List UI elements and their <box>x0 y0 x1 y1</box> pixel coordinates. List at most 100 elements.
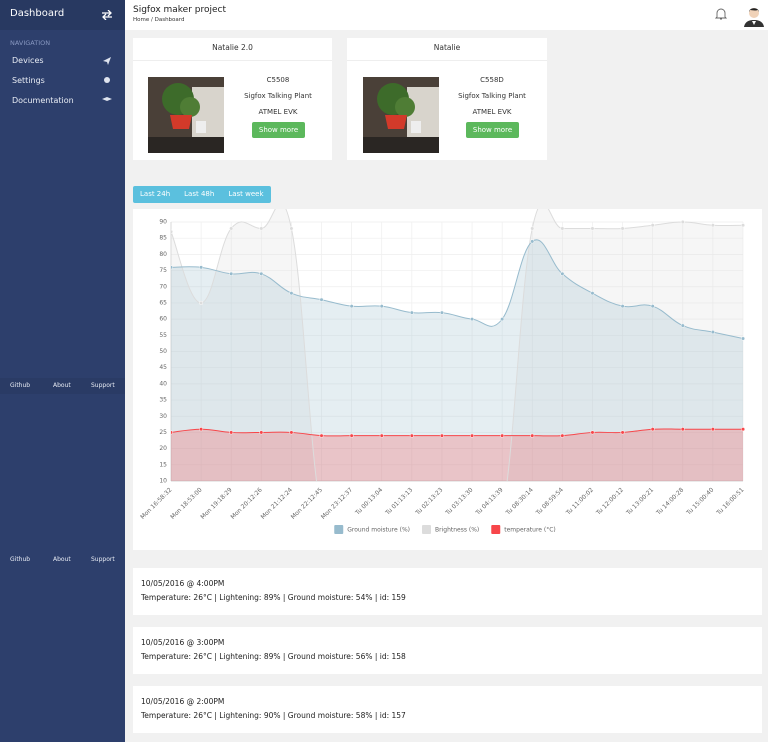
brand[interactable]: Dashboard <box>10 8 65 19</box>
y-tick-label: 90 <box>159 219 167 226</box>
x-tick-label: Tu 13:00:21 <box>624 486 655 517</box>
footer-link[interactable]: Github <box>10 382 31 389</box>
data-point <box>349 304 354 309</box>
data-point <box>171 430 174 435</box>
nav-heading: NAVIGATION <box>10 39 51 47</box>
footer-link[interactable]: Support <box>91 382 115 389</box>
breadcrumb[interactable]: Home / Dashboard <box>133 17 185 23</box>
log-date: 10/05/2016 @ 4:00PM <box>141 579 225 588</box>
x-tick-label: Tu 03:13:30 <box>444 486 475 517</box>
data-point <box>470 512 474 516</box>
data-point <box>620 226 625 231</box>
data-point <box>500 433 505 438</box>
legend-swatch <box>491 525 501 534</box>
data-point <box>350 512 354 516</box>
nav-item[interactable]: Documentation <box>12 96 74 105</box>
data-point <box>440 512 444 516</box>
x-tick-label: Mon 23:12:37 <box>320 486 354 520</box>
legend-label: Ground moisture (%) <box>347 527 410 534</box>
x-tick-label: Tu 15:00:40 <box>685 486 716 517</box>
data-point <box>171 265 174 270</box>
footer-link[interactable]: Github <box>10 556 31 563</box>
data-point <box>500 317 505 322</box>
x-tick-label: Tu 00:13:04 <box>354 486 385 517</box>
series-area <box>171 209 743 481</box>
data-point <box>470 317 475 322</box>
data-point <box>379 433 384 438</box>
bell-icon[interactable] <box>715 7 727 20</box>
nav-item[interactable]: Settings <box>12 76 45 85</box>
device-card: Natalie 2.0 C5508 Sigfox Talking Plant A… <box>133 38 332 160</box>
y-tick-label: 55 <box>159 332 167 339</box>
data-point <box>740 223 746 228</box>
device-id: C5508 <box>266 76 290 84</box>
data-point <box>439 310 444 315</box>
data-point <box>500 512 504 516</box>
device-name: Natalie 2.0 <box>133 38 332 61</box>
data-point <box>199 300 204 305</box>
data-point <box>259 226 264 231</box>
y-tick-label: 25 <box>159 429 167 436</box>
y-tick-label: 40 <box>159 380 167 387</box>
y-tick-label: 50 <box>159 348 167 355</box>
series-line <box>171 428 743 437</box>
device-card: Natalie C558D Sigfox Talking Plant ATMEL… <box>347 38 547 160</box>
data-point <box>710 223 715 228</box>
log-date: 10/05/2016 @ 3:00PM <box>141 638 225 647</box>
data-point <box>530 433 535 438</box>
legend-label: Brightness (%) <box>435 527 479 534</box>
y-tick-label: 65 <box>159 299 167 306</box>
data-point <box>259 430 264 435</box>
range-button[interactable]: Last 48h <box>184 190 215 198</box>
sidebar-footer: Github About Support <box>0 552 125 568</box>
log-entry: 10/05/2016 @ 4:00PM Temperature: 26°C | L… <box>133 568 762 615</box>
data-point <box>620 304 625 309</box>
series-area <box>171 239 743 481</box>
footer-link[interactable]: About <box>53 556 71 563</box>
x-tick-label: Tu 12:00:12 <box>594 486 625 517</box>
show-more-button[interactable]: Show more <box>466 122 519 138</box>
data-point <box>199 427 204 432</box>
show-more-button[interactable]: Show more <box>252 122 305 138</box>
data-point <box>740 427 746 432</box>
log-text: Temperature: 26°C | Lightening: 89% | Gr… <box>141 652 406 661</box>
data-point <box>650 223 655 228</box>
data-point <box>530 226 535 231</box>
data-point <box>710 427 715 432</box>
legend: Ground moisture (%) Brightness (%) tempera… <box>334 525 556 534</box>
top-bar: Sigfox maker project Home / Dashboard <box>125 0 768 30</box>
data-point <box>680 219 685 225</box>
device-board: ATMEL EVK <box>258 108 298 116</box>
data-point <box>560 433 565 438</box>
data-point <box>349 433 354 438</box>
y-tick-label: 80 <box>159 251 167 258</box>
y-tick-label: 85 <box>159 235 167 242</box>
y-tick-label: 70 <box>159 283 167 290</box>
y-tick-label: 30 <box>159 413 167 420</box>
data-point <box>409 310 414 315</box>
legend-swatch <box>422 525 432 534</box>
range-button[interactable]: Last 24h <box>140 190 171 198</box>
x-tick-label: Tu 01:13:13 <box>384 486 415 517</box>
toggle-icon[interactable] <box>101 10 113 20</box>
range-button[interactable]: Last week <box>228 190 264 198</box>
footer-link[interactable]: About <box>53 382 71 389</box>
data-point <box>319 433 324 438</box>
device-name: Natalie <box>347 38 547 61</box>
data-point <box>410 512 414 516</box>
log-text: Temperature: 26°C | Lightening: 89% | Gr… <box>141 593 406 602</box>
page-title: Sigfox maker project <box>133 5 227 15</box>
data-point <box>530 239 535 244</box>
nav-item[interactable]: Devices <box>12 56 44 65</box>
data-point <box>259 271 264 276</box>
data-point <box>409 433 414 438</box>
data-point <box>439 433 444 438</box>
device-photo <box>363 77 439 153</box>
data-point <box>680 323 685 328</box>
avatar[interactable] <box>743 3 765 27</box>
x-tick-label: Tu 08:30:14 <box>504 486 535 517</box>
footer-link[interactable]: Support <box>91 556 115 563</box>
data-point <box>289 430 294 435</box>
